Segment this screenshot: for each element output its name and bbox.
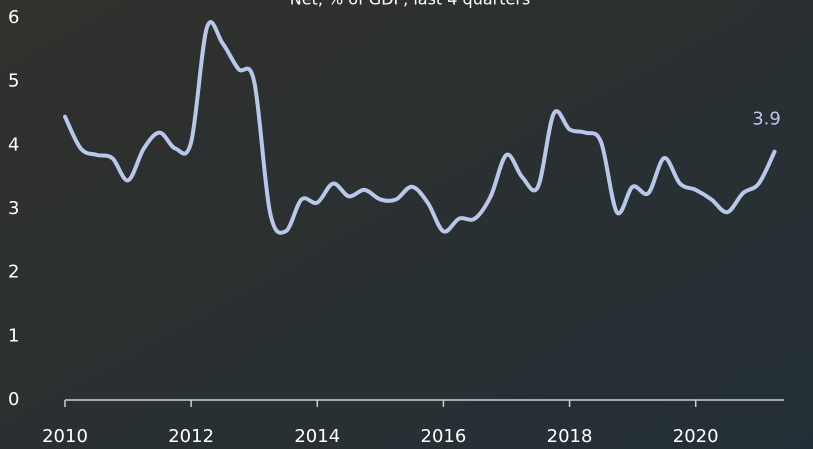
y-tick-label: 6 bbox=[8, 7, 19, 28]
y-tick-label: 0 bbox=[8, 389, 19, 410]
chart: Net, % of GDP, last 4 quarters 0 1 2 3 4 5 6 20… bbox=[0, 0, 813, 449]
page: Net, % of GDP, last 4 quarters 0 1 2 3 4 5 6 20… bbox=[0, 0, 813, 449]
y-tick-label: 3 bbox=[8, 198, 19, 219]
overlay bbox=[0, 0, 813, 449]
x-tick-label: 2010 bbox=[42, 426, 88, 447]
x-tick-label: 2016 bbox=[421, 426, 467, 447]
y-tick-label: 1 bbox=[8, 325, 19, 346]
x-tick-label: 2014 bbox=[294, 426, 340, 447]
x-tick-label: 2020 bbox=[673, 426, 719, 447]
y-tick-label: 5 bbox=[8, 71, 19, 92]
chart-subtitle: Net, % of GDP, last 4 quarters bbox=[290, 0, 531, 9]
end-annotation: 3.9 bbox=[752, 109, 781, 130]
x-tick-label: 2018 bbox=[547, 426, 593, 447]
x-tick-label: 2012 bbox=[168, 426, 214, 447]
y-tick-label: 2 bbox=[8, 262, 19, 283]
y-tick-label: 4 bbox=[8, 134, 19, 155]
